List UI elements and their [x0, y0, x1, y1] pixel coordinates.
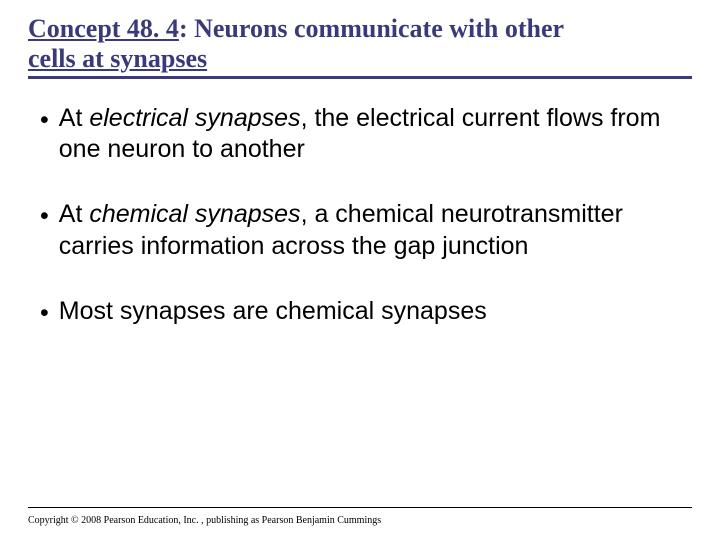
- bullet-pre: At: [59, 200, 90, 228]
- bullet-text: At chemical synapses, a chemical neurotr…: [59, 199, 680, 262]
- footer-rule: [28, 507, 692, 508]
- bullet-em: electrical synapses: [89, 104, 300, 132]
- title-rule: [28, 76, 692, 79]
- slide-title: Concept 48. 4: Neurons communicate with …: [28, 14, 692, 74]
- slide-title-block: Concept 48. 4: Neurons communicate with …: [28, 14, 692, 79]
- content-area: • At electrical synapses, the electrical…: [28, 85, 692, 329]
- bullet-dot-icon: •: [40, 105, 49, 136]
- bullet-item: • Most synapses are chemical synapses: [40, 296, 680, 329]
- bullet-dot-icon: •: [40, 201, 49, 232]
- title-underline-1: Concept 48. 4: [28, 14, 179, 43]
- bullet-dot-icon: •: [40, 298, 49, 329]
- bullet-text: Most synapses are chemical synapses: [59, 296, 680, 327]
- copyright-text: Copyright © 2008 Pearson Education, Inc.…: [28, 515, 381, 526]
- bullet-item: • At electrical synapses, the electrical…: [40, 103, 680, 166]
- bullet-em: chemical synapses: [89, 200, 300, 228]
- bullet-post: Most synapses are chemical synapses: [59, 297, 487, 325]
- bullet-text: At electrical synapses, the electrical c…: [59, 103, 680, 166]
- bullet-pre: At: [59, 104, 90, 132]
- title-underline-2: cells at synapses: [28, 44, 207, 73]
- title-rest-1: : Neurons communicate with other: [179, 14, 564, 43]
- bullet-item: • At chemical synapses, a chemical neuro…: [40, 199, 680, 262]
